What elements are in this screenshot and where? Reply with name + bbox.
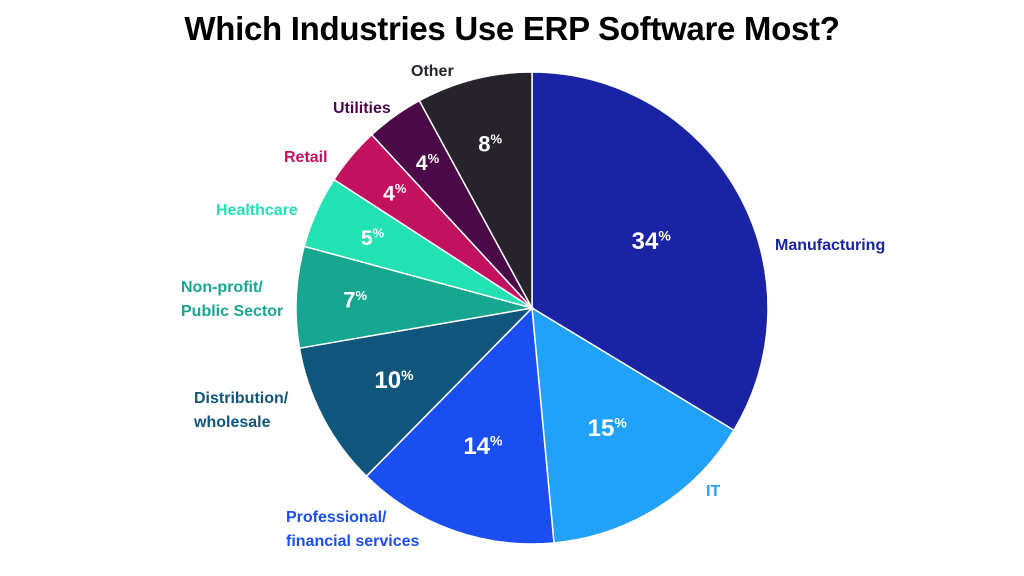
value-label-manufacturing: 34% xyxy=(632,227,672,254)
category-label-professional-financial-services: Professional/financial services xyxy=(286,509,420,550)
value-label-other: 8% xyxy=(478,131,502,156)
pie-slice-professional-financial-services xyxy=(365,306,555,545)
category-label-healthcare: Healthcare xyxy=(216,202,298,219)
value-label-it: 15% xyxy=(588,415,628,442)
category-label-it: IT xyxy=(706,483,720,500)
value-label-retail: 4% xyxy=(383,181,407,205)
chart-title: Which Industries Use ERP Software Most? xyxy=(184,10,840,47)
category-label-non-profit-public-sector: Non-profit/Public Sector xyxy=(181,279,283,320)
pie-slices xyxy=(295,71,769,545)
category-label-manufacturing: Manufacturing xyxy=(775,237,885,254)
value-label-non-profit-public-sector: 7% xyxy=(343,288,367,313)
category-labels: Manufacturing IT Professional/financial se… xyxy=(181,63,885,550)
pie-slice-distribution-wholesale xyxy=(298,306,535,478)
pie-slice-non-profit-public-sector xyxy=(295,245,533,350)
value-label-distribution-wholesale: 10% xyxy=(374,367,414,394)
value-label-utilities: 4% xyxy=(416,151,440,175)
category-label-retail: Retail xyxy=(284,149,328,166)
value-label-professional-financial-services: 14% xyxy=(463,432,503,459)
pie-slice-it xyxy=(531,306,735,544)
pie-slice-other xyxy=(418,71,533,309)
pie-slice-manufacturing xyxy=(531,71,769,432)
value-label-healthcare: 5% xyxy=(361,226,385,250)
category-label-distribution-wholesale: Distribution/wholesale xyxy=(193,390,289,431)
value-labels: 34% 15% 14% 10% 7% 5% 4% 4% 8% xyxy=(343,131,672,459)
category-label-other: Other xyxy=(411,63,454,80)
category-label-utilities: Utilities xyxy=(333,100,391,117)
